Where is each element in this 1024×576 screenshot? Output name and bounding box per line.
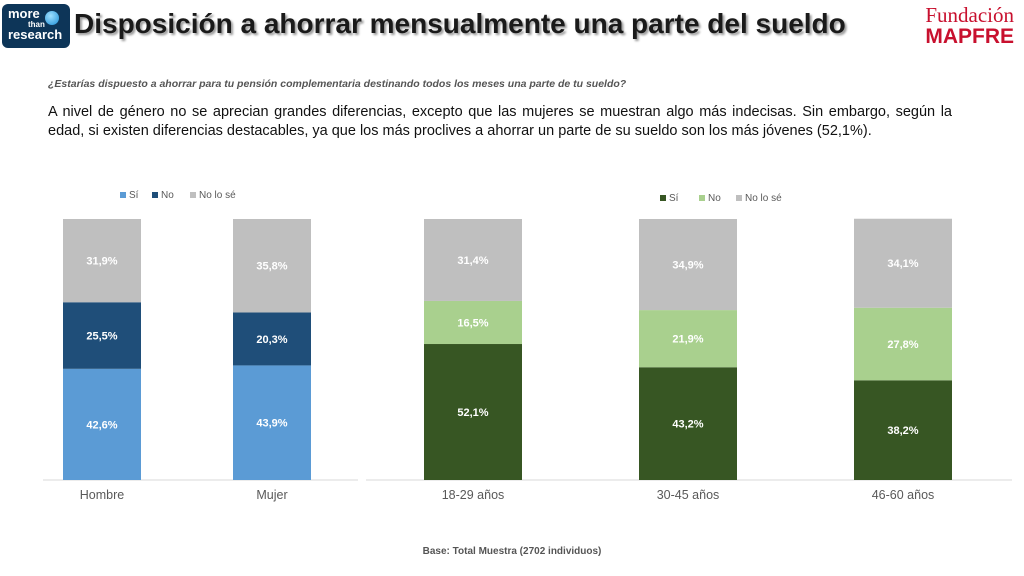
bar-segment (639, 367, 737, 480)
category-label: Hombre (80, 488, 125, 502)
bar-segment (424, 344, 522, 480)
bar-segment (63, 368, 141, 480)
legend-label: No (161, 190, 174, 201)
survey-question: ¿Estarías dispuesto a ahorrar para tu pe… (48, 78, 627, 90)
bar-segment (424, 300, 522, 345)
data-label: 25,5% (86, 331, 117, 343)
data-label: 31,4% (457, 255, 488, 267)
category-label: 30-45 años (657, 488, 720, 502)
legend-swatch (120, 192, 126, 198)
data-label: 21,9% (672, 334, 703, 346)
bar-segment (854, 380, 952, 480)
logo-line-1: more (8, 6, 40, 21)
bar-segment (424, 219, 522, 301)
data-label: 16,5% (457, 317, 488, 329)
data-label: 43,9% (256, 418, 287, 430)
more-than-research-logo: more than research (2, 4, 70, 48)
category-label: 18-29 años (442, 488, 505, 502)
fundacion-mapfre-logo: Fundación MAPFRE (925, 4, 1014, 48)
data-label: 38,2% (887, 425, 918, 437)
data-label: 43,2% (672, 419, 703, 431)
legend-swatch (660, 195, 666, 201)
legend-swatch (736, 195, 742, 201)
data-label: 35,8% (256, 261, 287, 273)
bar-segment (233, 365, 311, 480)
category-label: 46-60 años (872, 488, 935, 502)
legend-swatch (190, 192, 196, 198)
bar-segment (639, 310, 737, 368)
data-label: 27,8% (887, 339, 918, 351)
data-label: 20,3% (256, 334, 287, 346)
legend-swatch (699, 195, 705, 201)
legend-label: No lo sé (199, 190, 236, 201)
legend-label: Sí (129, 190, 139, 201)
bar-segment (233, 312, 311, 366)
logo-line-3: research (8, 27, 63, 42)
data-label: 34,9% (672, 260, 703, 272)
legend-label: No (708, 193, 721, 204)
data-label: 52,1% (457, 407, 488, 419)
globe-icon (45, 11, 59, 25)
base-note: Base: Total Muestra (2702 individuos) (422, 546, 602, 557)
bar-segment (854, 218, 952, 308)
data-label: 31,9% (86, 256, 117, 268)
data-label: 34,1% (887, 258, 918, 270)
bar-segment (639, 219, 737, 311)
data-label: 42,6% (86, 419, 117, 431)
legend-swatch (152, 192, 158, 198)
legend-label: No lo sé (745, 193, 782, 204)
summary-paragraph: A nivel de género no se aprecian grandes… (48, 104, 952, 139)
bar-segment (63, 302, 141, 369)
slide-title: Disposición a ahorrar mensualmente una p… (74, 8, 846, 39)
bar-segment (63, 219, 141, 303)
brand-line-2: MAPFRE (925, 25, 1014, 48)
brand-line-1: Fundación (925, 3, 1014, 27)
logo-line-2: than (28, 20, 45, 29)
legend-label: Sí (669, 193, 679, 204)
bar-segment (854, 307, 952, 381)
category-label: Mujer (256, 488, 287, 502)
bar-segment (233, 219, 311, 313)
